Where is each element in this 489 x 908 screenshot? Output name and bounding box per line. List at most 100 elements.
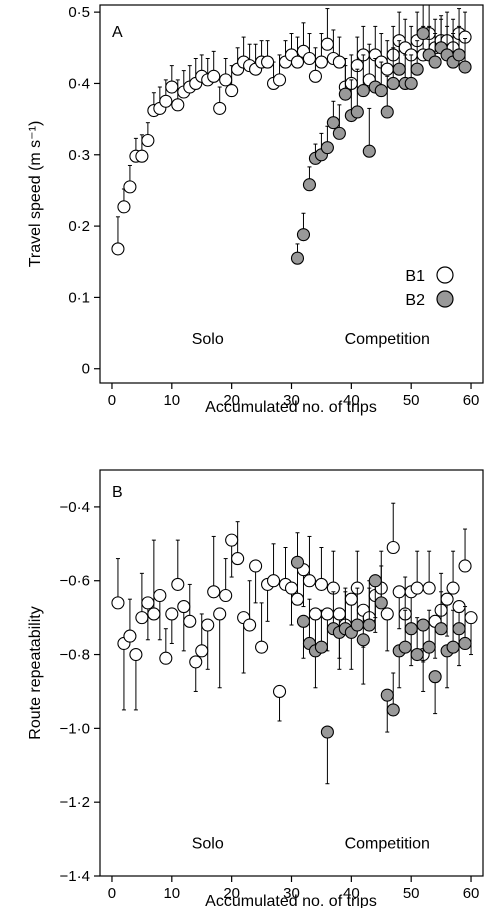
data-point-b2: [356, 84, 370, 98]
annotation-solo: Solo: [192, 331, 224, 348]
x-tick-label: 0: [108, 885, 116, 902]
panel-letter-a: A: [112, 24, 123, 41]
data-point-b1: [123, 180, 137, 194]
annotation-competition: Competition: [345, 331, 430, 348]
data-point-b2: [368, 574, 382, 588]
data-point-b2: [422, 640, 436, 654]
data-point-b1: [308, 607, 322, 621]
data-point-b1: [195, 644, 209, 658]
y-tick-label: −1·2: [60, 794, 90, 811]
data-point-b2: [428, 55, 442, 69]
data-point-b1: [410, 581, 424, 595]
annotation-competition: Competition: [345, 835, 430, 852]
x-tick-label: 50: [403, 392, 420, 409]
data-point-b2: [296, 614, 311, 628]
data-point-b1: [284, 581, 299, 595]
data-point-b2: [296, 228, 311, 242]
data-point-b1: [213, 607, 227, 621]
x-tick-label: 60: [463, 885, 480, 902]
data-point-b1: [159, 651, 173, 665]
data-point-b1: [464, 611, 478, 625]
x-tick-label: 20: [223, 392, 240, 409]
y-tick-label: −0·4: [60, 499, 90, 516]
data-point-b2: [320, 141, 334, 155]
data-point-b2: [290, 555, 305, 569]
x-axis-title-b: Accumulated no. of trips: [205, 893, 377, 908]
data-point-b2: [434, 622, 448, 636]
data-point-b2: [446, 640, 460, 654]
data-point-b2: [404, 622, 418, 636]
y-ticks-b: −0·4 −0·6 −0·8 −1·0 −1·2 −1·4: [60, 499, 100, 885]
y-tick-label: 0·3: [68, 147, 90, 164]
legend-marker-b2: [436, 290, 454, 308]
data-point-b2: [458, 60, 472, 74]
panel-letter-b: B: [112, 484, 123, 501]
x-ticks-b: 0 10 20 30 40 50 60: [108, 876, 480, 902]
data-point-b1: [135, 611, 149, 625]
data-point-b2: [392, 62, 406, 76]
y-axis-title-a: Travel speed (m s⁻¹): [27, 121, 44, 268]
data-point-b2: [362, 144, 376, 158]
data-point-b1: [165, 607, 179, 621]
series-b2: [290, 532, 472, 785]
data-point-b2: [410, 62, 424, 76]
data-point-b2: [332, 126, 346, 140]
data-point-b2: [398, 640, 412, 654]
data-point-b2: [362, 618, 376, 632]
data-point-b2: [290, 251, 305, 265]
y-tick-label: 0·5: [68, 4, 90, 21]
data-point-b2: [386, 703, 400, 717]
plot-frame-b: [99, 469, 484, 877]
data-point-b1: [111, 596, 125, 610]
data-point-b1: [243, 618, 257, 632]
data-point-b2: [356, 633, 370, 647]
legend-label-b2: B2: [405, 292, 425, 309]
data-point-b1: [171, 577, 185, 591]
data-point-b1: [207, 69, 221, 83]
x-tick-label: 30: [283, 392, 300, 409]
data-point-b1: [189, 655, 203, 669]
annotations-b: Solo Competition: [192, 835, 430, 852]
data-point-b1: [159, 94, 173, 108]
data-point-b1: [272, 684, 287, 699]
data-point-b1: [111, 242, 125, 256]
data-point-b1: [201, 618, 215, 632]
data-point-b1: [422, 581, 436, 595]
y-tick-label: −1·0: [60, 720, 90, 737]
data-point-b1: [141, 133, 155, 148]
x-tick-label: 0: [108, 392, 116, 409]
x-tick-label: 20: [223, 885, 240, 902]
y-ticks-a: 0 0·1 0·2 0·3 0·4 0·5: [68, 4, 100, 378]
data-point-b1: [290, 55, 305, 69]
y-tick-label: 0·1: [68, 289, 90, 306]
data-point-b2: [320, 725, 334, 739]
x-tick-label: 60: [463, 392, 480, 409]
data-point-b1: [320, 37, 334, 51]
data-point-b1: [147, 607, 161, 621]
data-point-b2: [404, 76, 418, 91]
data-point-b1: [249, 559, 263, 573]
x-tick-label: 10: [163, 885, 180, 902]
data-point-b1: [153, 588, 167, 603]
data-point-b1: [446, 581, 460, 595]
data-point-b2: [350, 618, 364, 632]
y-tick-label: 0·4: [68, 75, 90, 92]
legend-marker-b1: [436, 266, 454, 284]
data-point-b2: [416, 26, 430, 41]
data-point-b1: [320, 607, 334, 621]
data-point-b1: [332, 55, 346, 69]
data-point-b1: [261, 55, 275, 69]
data-point-b2: [374, 84, 388, 98]
data-point-b2: [380, 688, 394, 702]
panel-b: B Accumulated no. of trips Route repeata…: [27, 469, 484, 908]
data-point-b1: [440, 592, 454, 606]
data-point-b1: [314, 577, 328, 591]
data-point-b1: [183, 614, 197, 628]
series-b1: [111, 502, 478, 722]
data-point-b2: [326, 116, 340, 130]
data-point-b1: [255, 640, 269, 654]
y-axis-title-b: Route repeatability: [27, 606, 44, 739]
data-point-b1: [302, 51, 317, 66]
data-point-b1: [272, 73, 287, 87]
